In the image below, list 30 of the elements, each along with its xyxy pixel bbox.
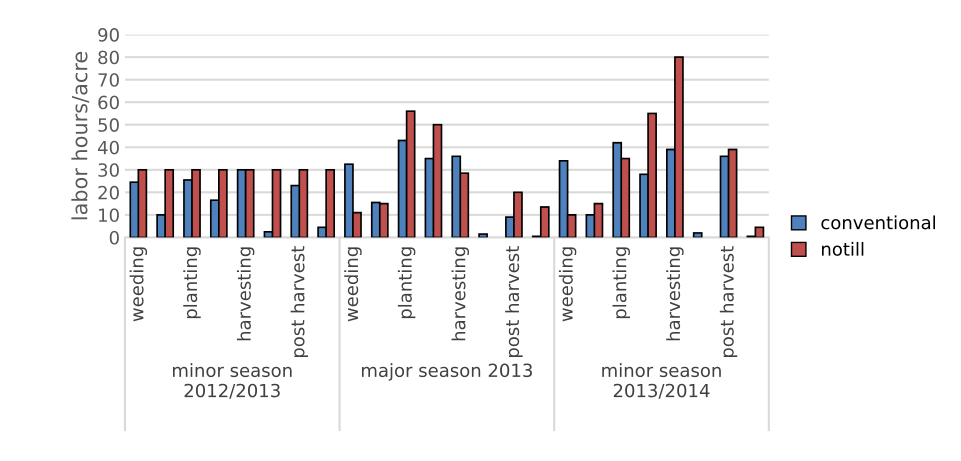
y-tick-label: 20 [98,186,119,200]
x-tick-label: weeding [130,247,148,322]
y-tick-label: 10 [99,208,119,222]
x-tick-label: weeding [344,247,362,322]
bar [478,233,488,238]
y-tick-label: 80 [98,50,119,64]
legend-label: notill [822,242,864,256]
y-tick-label: 40 [98,140,119,154]
x-tick-label: planting [612,247,630,318]
y-tick-label: 50 [98,118,119,132]
y-tick-label: 60 [98,96,119,110]
y-axis-title: labor hours/acre [71,52,90,220]
x-tick-label: post harvest [720,246,738,358]
x-tick-label: weeding [558,247,576,322]
legend-label: conventional [821,215,936,230]
x-tick-label: harvesting [452,247,470,340]
y-tick-label: 90 [98,28,119,42]
y-tick-label: 70 [98,73,119,87]
bar [692,232,703,238]
x-tick-label: planting [183,247,201,318]
x-tick-label: planting [398,247,416,318]
x-tick-label: post harvest [505,246,523,358]
text: major season 2013 [362,363,532,381]
x-tick-label: post harvest [290,246,308,358]
x-tick-label: harvesting [236,247,254,340]
y-tick-label: 30 [98,163,119,177]
text: minor season 2012/2013 [173,363,292,399]
x-tick-label: harvesting [666,247,684,340]
text: minor season 2013/2014 [602,363,721,399]
y-tick-label: 0 [110,230,119,245]
